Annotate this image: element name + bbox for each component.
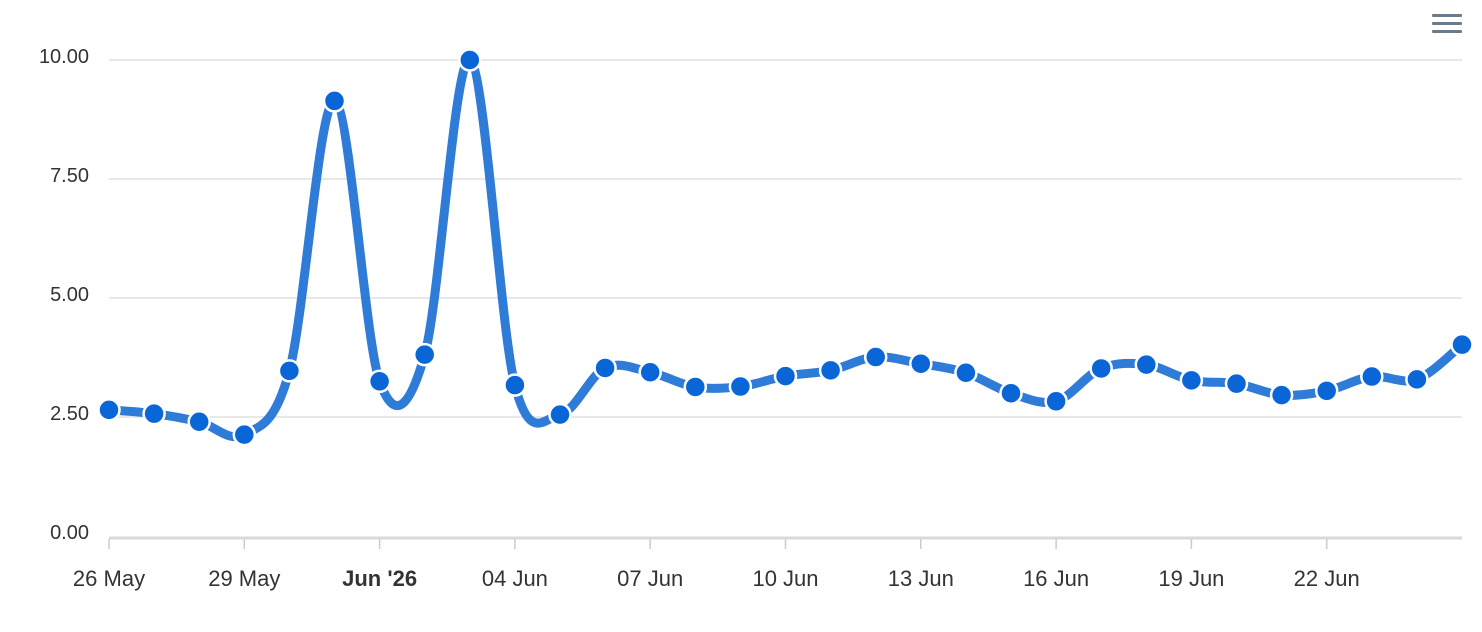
data-point[interactable] [818,358,843,383]
data-point[interactable] [1405,367,1429,392]
menu-bar [1432,22,1462,25]
data-point[interactable] [1450,332,1474,357]
data-point[interactable] [773,364,798,388]
menu-bar [1432,30,1462,33]
data-point[interactable] [1314,379,1339,403]
data-point[interactable] [999,381,1023,405]
data-point[interactable] [1360,364,1384,389]
data-point[interactable] [1044,389,1068,414]
grid-lines [109,59,1462,418]
x-tick-label: 26 May [73,566,145,591]
data-point[interactable] [1269,383,1294,407]
data-point[interactable] [1179,368,1204,393]
data-point[interactable] [232,422,257,447]
data-point[interactable] [1134,352,1159,377]
y-tick-label: 7.50 [50,165,89,187]
x-tick-label: 29 May [208,566,280,591]
x-tick-label: 22 Jun [1294,566,1360,591]
y-tick-label: 0.00 [50,522,89,544]
y-tick-label: 10.00 [39,46,89,68]
x-axis [108,536,1462,549]
data-point[interactable] [593,356,617,380]
data-point[interactable] [1224,371,1249,396]
y-tick-label: 5.00 [50,284,89,306]
data-point[interactable] [1089,356,1113,381]
data-point[interactable] [954,360,978,385]
data-point[interactable] [322,89,347,113]
chart-menu-button[interactable] [1426,8,1470,40]
data-point[interactable] [503,373,527,397]
x-tick-label: 07 Jun [617,566,683,591]
hamburger-menu-icon[interactable] [1426,8,1470,40]
data-point[interactable] [638,360,662,385]
data-point[interactable] [548,402,572,427]
data-point[interactable] [863,345,888,369]
x-tick-label: 16 Jun [1023,566,1089,591]
x-tick-label: 19 Jun [1158,566,1224,591]
x-axis-labels: 26 May 29 May Jun '26 04 Jun 07 Jun 10 Jun 13 … [73,566,1360,591]
data-point[interactable] [97,398,121,422]
data-point[interactable] [728,374,753,399]
x-tick-label: 10 Jun [752,566,818,591]
data-point[interactable] [412,342,437,367]
data-point[interactable] [277,359,302,383]
x-tick-label: Jun '26 [342,566,417,591]
data-point[interactable] [367,369,392,394]
y-axis-labels: 0.00 2.50 5.00 7.50 10.00 [39,46,89,544]
series-markers[interactable] [97,48,1474,447]
data-point[interactable] [458,48,482,72]
y-tick-label: 2.50 [50,403,89,425]
x-tick-label: 13 Jun [888,566,954,591]
x-tick-label: 04 Jun [482,566,548,591]
data-point[interactable] [683,375,708,399]
menu-bar [1432,14,1462,17]
data-point[interactable] [142,401,166,426]
data-point[interactable] [909,351,933,376]
data-point[interactable] [187,410,211,434]
